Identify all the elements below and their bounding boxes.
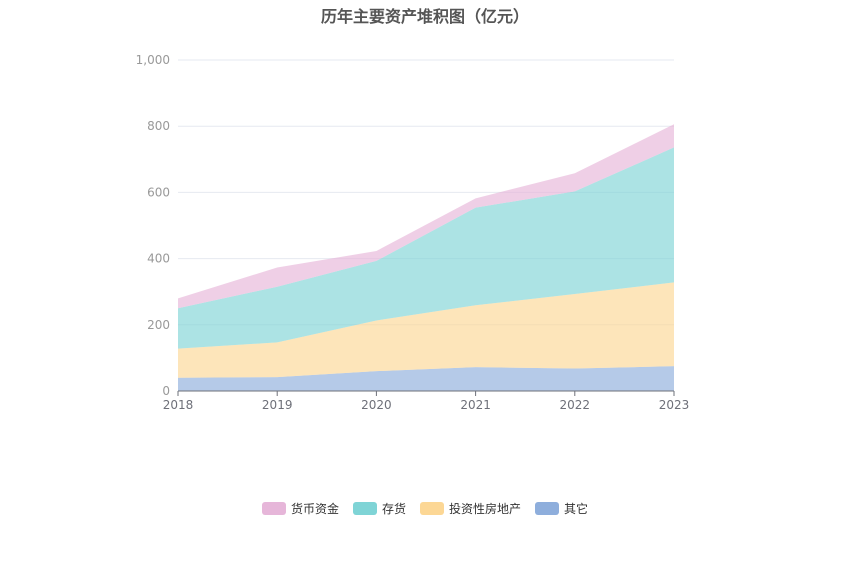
area-其它[interactable]	[178, 366, 674, 391]
x-tick-label: 2022	[560, 398, 591, 412]
area-存货[interactable]	[178, 147, 674, 349]
legend-swatch	[420, 502, 444, 515]
y-tick-label: 0	[162, 384, 170, 398]
legend-label: 存货	[381, 502, 406, 516]
legend-item[interactable]: 存货	[352, 500, 406, 517]
legend-swatch	[535, 502, 560, 515]
area-货币资金[interactable]	[178, 124, 674, 309]
legend-label: 投资性房地产	[449, 502, 522, 516]
legend-item[interactable]: 投资性房地产	[420, 500, 521, 517]
y-tick-label: 1,000	[136, 53, 170, 67]
legend-swatch	[261, 502, 286, 515]
y-tick-label: 200	[147, 318, 170, 332]
legend-item[interactable]: 其它	[535, 500, 588, 517]
y-tick-label: 400	[147, 252, 170, 266]
axes: 0 200 400 600 800 1,000 2018 2019 2020 2021 2022 20…	[136, 53, 690, 412]
chart-title: 历年主要资产堆积图（亿元）	[320, 7, 529, 26]
legend: 货币资金 存货 投资性房地产 其它	[0, 500, 850, 517]
legend-item[interactable]: 货币资金	[261, 500, 339, 517]
x-tick-label: 2023	[659, 398, 690, 412]
y-tick-label: 600	[147, 185, 170, 199]
legend-swatch	[352, 502, 377, 515]
area-series	[178, 124, 674, 391]
legend-label: 货币资金	[290, 502, 339, 516]
legend-label: 其它	[564, 502, 589, 516]
y-tick-label: 800	[147, 119, 170, 133]
x-tick-label: 2018	[163, 398, 194, 412]
x-tick-label: 2020	[361, 398, 392, 412]
x-tick-label: 2021	[460, 398, 491, 412]
area-投资性房地产[interactable]	[178, 282, 674, 378]
x-tick-label: 2019	[262, 398, 293, 412]
